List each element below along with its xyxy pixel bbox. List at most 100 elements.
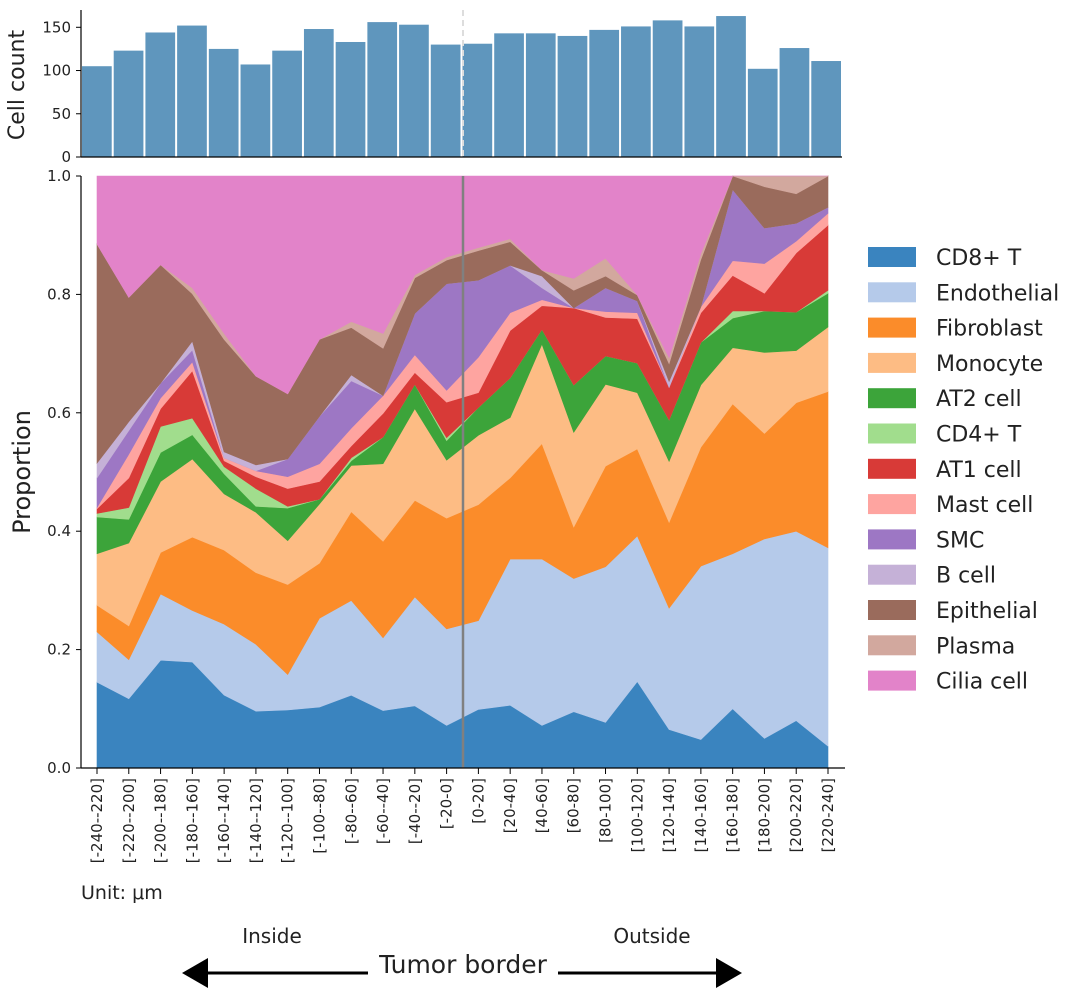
bar-21: [747, 68, 778, 157]
legend-swatch: [868, 282, 916, 303]
x-tick-label: [40-60]: [533, 778, 551, 833]
bar-13: [494, 33, 524, 157]
x-tick-label: [80-100]: [597, 778, 615, 843]
legend-swatch: [868, 529, 916, 550]
legend-label: SMC: [936, 528, 984, 553]
main-y-tick-label: 0.8: [47, 285, 71, 303]
x-tick-label: [180-200]: [755, 778, 773, 852]
legend-label: Plasma: [936, 634, 1015, 659]
legend-label: AT1 cell: [936, 458, 1022, 483]
main-y-tick-label: 0.6: [47, 404, 71, 422]
bar-20: [716, 16, 746, 157]
x-tick-label: [120-140]: [660, 778, 678, 852]
legend-label: CD8+ T: [936, 246, 1022, 271]
bar-10: [399, 24, 429, 158]
x-tick-label: [-180--160]: [183, 778, 201, 863]
legend-swatch: [868, 564, 916, 585]
x-tick-label: [-20-0]: [438, 778, 456, 829]
main-y-tick-label: 1.0: [47, 167, 71, 185]
bar-2: [145, 32, 176, 157]
bar-19: [684, 26, 715, 157]
tumor-border-label: Tumor border: [378, 950, 547, 979]
main-y-axis-label: Proportion: [8, 410, 36, 534]
bar-7: [303, 29, 334, 157]
legend-label: Fibroblast: [936, 317, 1043, 342]
bar-3: [177, 25, 207, 158]
legend: CD8+ T Endothelial Fibroblast Monocyte AT2 c…: [868, 246, 1059, 695]
bar-4: [208, 48, 239, 157]
main-y-tick-label: 0.4: [47, 522, 71, 540]
x-ticks: [-240--220] [-220--200] [-200--180] [-180--…: [88, 768, 837, 863]
legend-swatch: [868, 388, 916, 409]
main-y-tick-label: 0.2: [47, 641, 71, 659]
legend-label: Endothelial: [936, 281, 1059, 306]
proportion-area-chart: 0.0 0.2 0.4 0.6 0.8 1.0 [-240--220] [-220--200…: [8, 167, 845, 863]
bar-17: [621, 26, 651, 157]
legend-label: CD4+ T: [936, 423, 1022, 448]
x-tick-label: [-60--40]: [374, 778, 392, 844]
bar-16: [589, 29, 620, 157]
top-y-tick-label: 0: [61, 148, 71, 166]
bar-23: [811, 61, 841, 157]
x-tick-label: [-120--100]: [279, 778, 297, 863]
x-tick-label: [200-220]: [787, 778, 805, 852]
bar-11: [430, 44, 461, 157]
top-y-tick-label: 100: [42, 62, 71, 80]
x-tick-label: [-100--80]: [310, 778, 328, 854]
main-y-tick-label: 0.0: [47, 759, 71, 777]
x-tick-label: [-200--180]: [152, 778, 170, 863]
x-tick-label: [-40--20]: [406, 778, 424, 844]
legend-swatch: [868, 247, 916, 267]
legend-swatch: [868, 317, 916, 338]
x-tick-label: [0-20]: [469, 778, 487, 824]
bar-0: [82, 66, 112, 157]
x-tick-label: [-220--200]: [120, 778, 138, 863]
legend-swatch: [868, 423, 916, 444]
top-y-ticks: 0 50 100 150: [42, 18, 81, 166]
arrow-left-head: [182, 958, 208, 988]
bar-15: [557, 35, 588, 157]
legend-swatch: [868, 458, 916, 479]
legend-label: Mast cell: [936, 493, 1033, 518]
area-cilia-cell: [96, 175, 828, 395]
bar-22: [779, 48, 810, 157]
bar-14: [525, 33, 556, 157]
x-tick-label: [220-240]: [819, 778, 837, 852]
legend-swatch: [868, 494, 916, 515]
bar-6: [272, 50, 302, 158]
legend-label: Cilia cell: [936, 670, 1028, 695]
legend-label: Monocyte: [936, 352, 1043, 377]
top-y-axis-label: Cell count: [5, 30, 30, 141]
legend-label: AT2 cell: [936, 387, 1022, 412]
top-y-tick-label: 150: [42, 18, 71, 36]
legend-swatch: [868, 352, 916, 373]
x-tick-label: [-240--220]: [88, 778, 106, 863]
legend-swatch: [868, 670, 916, 691]
outside-label: Outside: [613, 924, 690, 948]
legend-label: Epithelial: [936, 599, 1038, 624]
x-tick-label: [140-160]: [692, 778, 710, 852]
x-tick-label: [20-40]: [501, 778, 519, 833]
x-tick-label: [100-120]: [628, 778, 646, 852]
cell-count-bars: [82, 16, 841, 158]
x-tick-label: [-80--60]: [342, 778, 360, 844]
cell-count-bar-chart: 0 50 100 150 Cell count: [5, 10, 842, 166]
x-tick-label: [60-80]: [565, 778, 583, 833]
unit-label: Unit: μm: [81, 882, 163, 904]
bar-9: [367, 22, 398, 158]
arrow-right-head: [716, 958, 742, 988]
bar-8: [335, 41, 366, 157]
main-y-ticks: 0.0 0.2 0.4 0.6 0.8 1.0: [47, 167, 81, 777]
bar-1: [113, 50, 144, 158]
inside-label: Inside: [242, 924, 302, 948]
tumor-border-arrow: [182, 958, 742, 988]
bar-5: [240, 64, 271, 157]
legend-label: B cell: [936, 564, 996, 589]
x-tick-label: [-140--120]: [247, 778, 265, 863]
bar-12: [462, 43, 493, 158]
x-tick-label: [160-180]: [724, 778, 742, 852]
legend-swatch: [868, 635, 916, 656]
top-y-tick-label: 50: [52, 105, 71, 123]
legend-swatch: [868, 600, 916, 620]
